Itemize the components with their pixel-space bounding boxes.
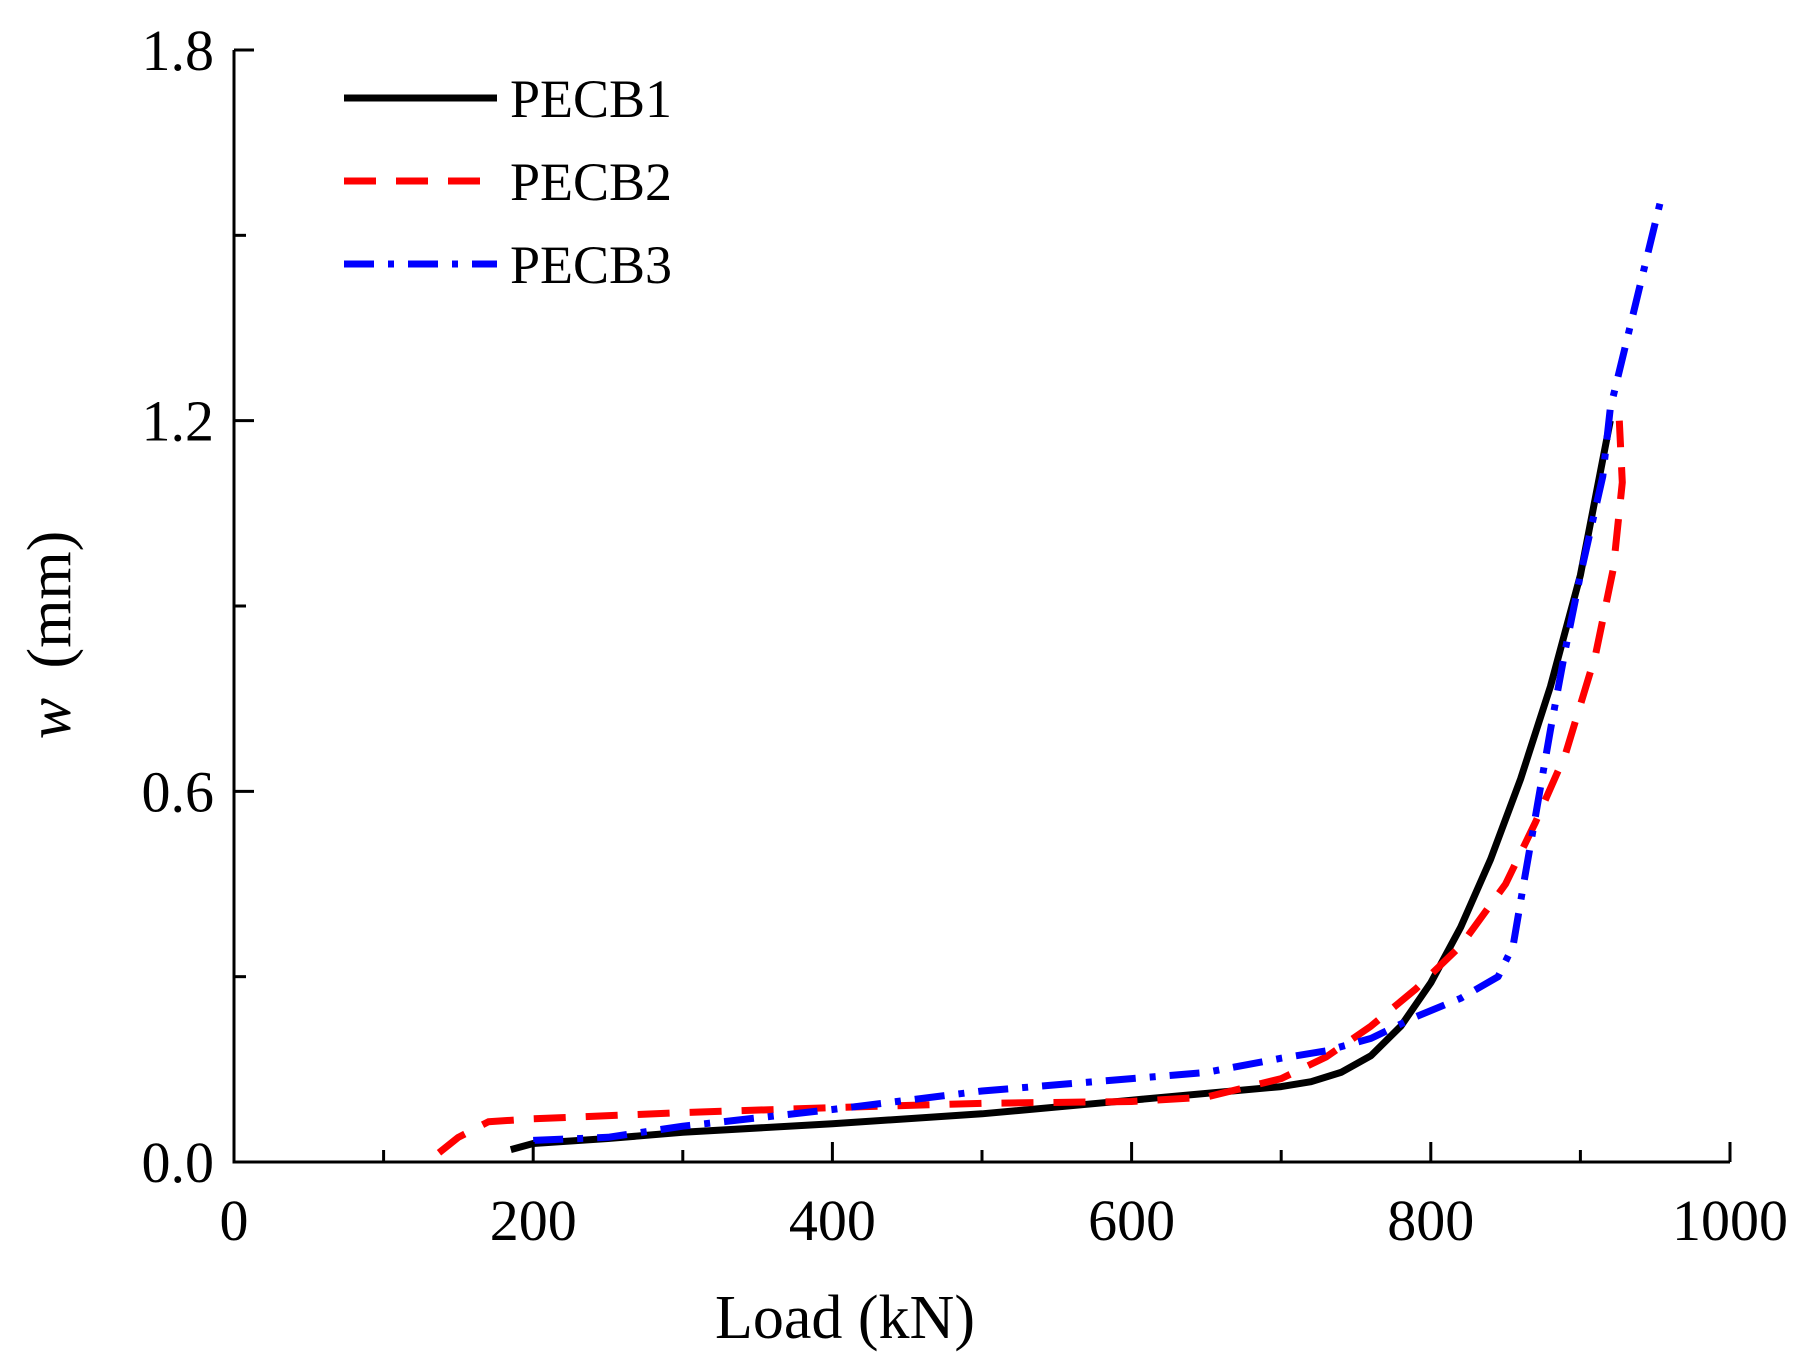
x-tick-label: 0 <box>220 1188 249 1253</box>
legend-label-pecb2: PECB2 <box>510 152 672 212</box>
axes <box>232 50 1730 1164</box>
y-axis-unit: (mm) <box>16 531 84 669</box>
series-line-pecb1 <box>509 420 1614 1153</box>
series-line-pecb2 <box>436 420 1626 1156</box>
y-tick-label: 1.8 <box>142 18 215 83</box>
tick-labels: 0 200 400 600 800 1000 0.0 0.6 1.2 1.8 <box>142 18 1789 1253</box>
x-tick-label: 800 <box>1387 1188 1474 1253</box>
x-tick-label: 600 <box>1088 1188 1175 1253</box>
legend: PECB1 PECB2 PECB3 <box>344 69 672 295</box>
y-axis-title: w (mm) <box>16 531 84 740</box>
x-tick-label: 1000 <box>1672 1188 1788 1253</box>
y-axis-symbol: w <box>16 698 84 739</box>
x-tick-label: 200 <box>490 1188 577 1253</box>
tick-marks <box>232 48 1732 1164</box>
plot-area <box>436 191 1667 1156</box>
x-axis-title: Load (kN) <box>715 1284 975 1352</box>
y-tick-label: 0.0 <box>142 1130 215 1195</box>
y-tick-label: 0.6 <box>142 759 215 824</box>
series-line-pecb3 <box>533 191 1667 1144</box>
legend-label-pecb1: PECB1 <box>510 69 672 129</box>
x-tick-label: 400 <box>789 1188 876 1253</box>
y-tick-label: 1.2 <box>142 389 215 454</box>
legend-label-pecb3: PECB3 <box>510 235 672 295</box>
